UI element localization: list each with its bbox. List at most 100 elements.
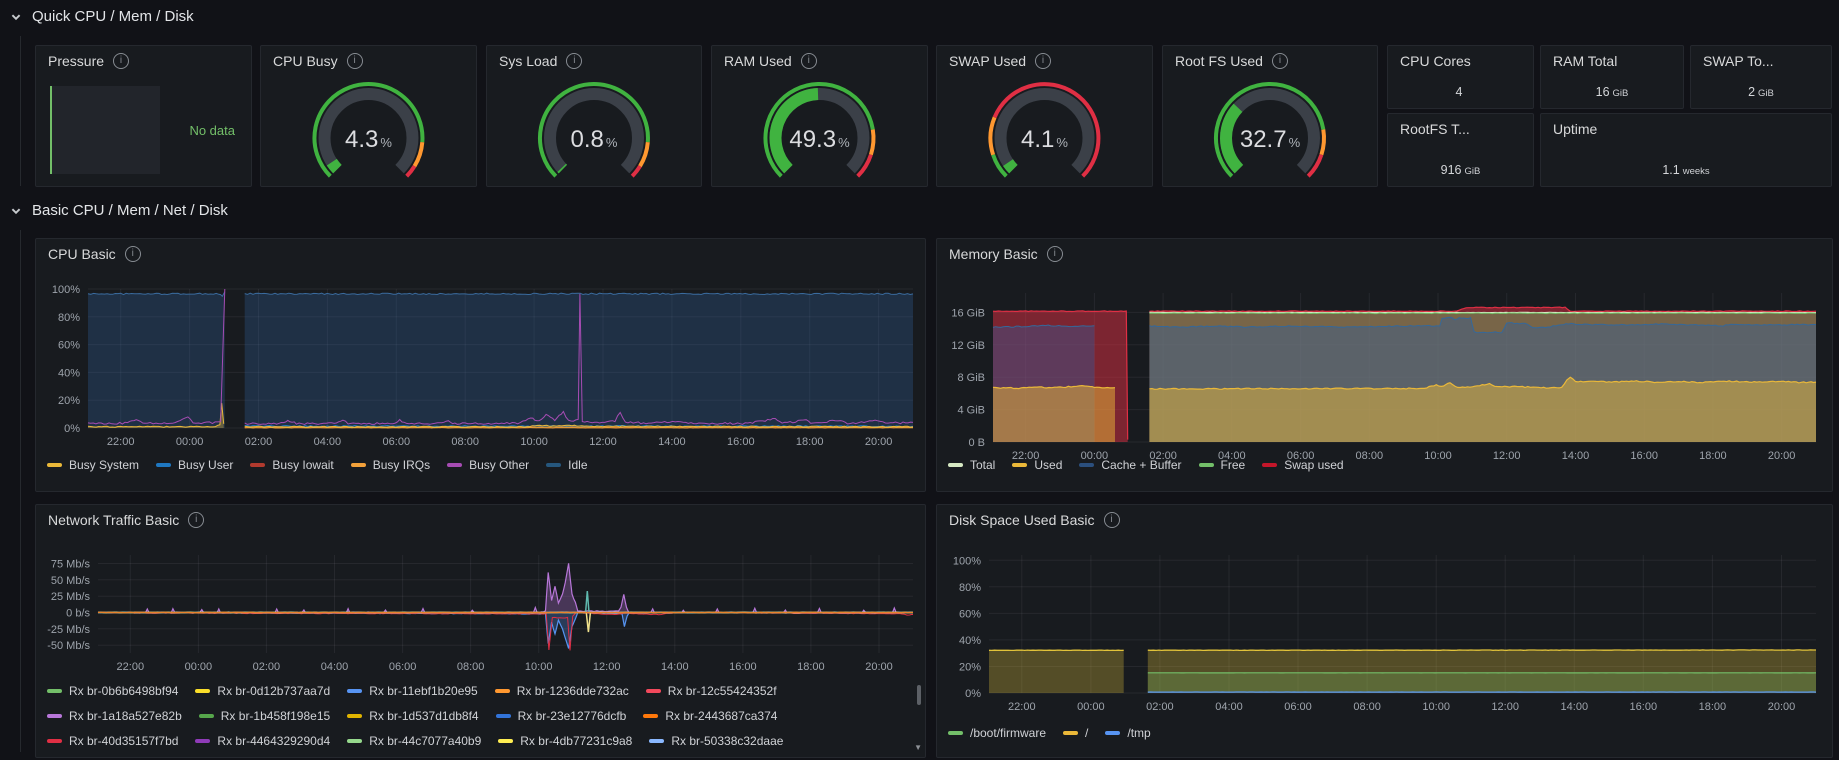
legend-label: Rx br-40d35157f7bd (69, 734, 179, 748)
y-tick-label: 100% (52, 284, 80, 296)
cpu-basic-plot[interactable]: 0% 20% 40% 60% 80% 100% 22:00 00:00 02:00 04:00 06… (36, 239, 925, 491)
legend-scroll-down-icon[interactable]: ▼ (914, 743, 922, 752)
row-guide-line (20, 36, 21, 186)
panel-title[interactable]: CPU Cores (1400, 53, 1471, 69)
legend-item[interactable]: Idle (546, 457, 588, 473)
grid (989, 555, 1816, 694)
x-tick-label: 14:00 (661, 661, 689, 673)
legend-label: Rx br-0d12b737aa7d (217, 684, 331, 698)
legend-swatch (498, 739, 514, 743)
legend-item[interactable]: /boot/firmware (948, 725, 1046, 741)
legend-swatch (948, 463, 963, 467)
legend-item[interactable]: Busy Other (447, 457, 529, 473)
x-tick-label: 18:00 (797, 661, 825, 673)
legend-item[interactable]: Busy User (156, 457, 233, 473)
gauge-value-arc (326, 158, 342, 174)
legend-item[interactable]: Swap used (1262, 457, 1344, 473)
chevron-down-icon (11, 14, 21, 20)
legend-item[interactable]: Rx br-1d537d1db8f4 (347, 708, 479, 724)
row-title: Quick CPU / Mem / Disk (32, 8, 194, 25)
panel-title[interactable]: Root FS Used (1175, 53, 1263, 69)
legend-item[interactable]: Rx br-23e12776dcfb (495, 708, 626, 724)
x-tick-label: 20:00 (865, 661, 893, 673)
info-icon[interactable]: i (1046, 246, 1063, 262)
network-traffic-basic-legend: Rx br-0b6b6498bf94 Rx br-0d12b737aa7d Rx b… (47, 683, 903, 759)
legend-item[interactable]: Rx br-1b458f198e15 (198, 708, 331, 724)
x-tick-label: 14:00 (1562, 450, 1590, 462)
legend-swatch (1198, 463, 1214, 467)
legend-item[interactable]: Cache + Buffer (1079, 457, 1182, 473)
legend-item[interactable]: Rx br-40d35157f7bd (47, 733, 178, 749)
info-icon[interactable]: i (800, 53, 817, 69)
info-icon[interactable]: i (188, 512, 205, 528)
legend-swatch (948, 731, 963, 735)
legend-item[interactable]: Rx br-0d12b737aa7d (195, 683, 330, 699)
y-tick-label: 100% (953, 555, 981, 567)
legend-item[interactable]: Busy System (47, 457, 139, 473)
legend-swatch (649, 739, 665, 743)
panel-title[interactable]: RAM Used (724, 53, 792, 69)
panel-title[interactable]: Uptime (1553, 121, 1598, 137)
legend-item[interactable]: Rx br-2443687ca374 (643, 708, 777, 724)
network-traffic-basic-svg: 75 Mb/s 50 Mb/s 25 Mb/s 0 b/s -25 Mb/s -50 Mb… (47, 555, 914, 673)
row-header-basic-cpu-mem-net-disk[interactable]: Basic CPU / Mem / Net / Disk (10, 202, 228, 219)
legend-item[interactable]: / (1063, 725, 1088, 741)
legend-item[interactable]: Used (1012, 457, 1062, 473)
legend-item[interactable]: Rx br-12c55424352f (645, 683, 777, 699)
info-icon[interactable]: i (113, 53, 130, 69)
panel-title[interactable]: Sys Load (499, 53, 558, 69)
legend-item[interactable]: Rx br-50338c32daae (649, 733, 783, 749)
panel-title[interactable]: Memory Basic (949, 246, 1038, 262)
y-tick-label: 0 b/s (66, 608, 90, 620)
legend-item[interactable]: Rx br-4db77231c9a8 (498, 733, 632, 749)
legend-item[interactable]: Rx br-1236dde732ac (494, 683, 629, 699)
legend-item[interactable]: Busy IRQs (350, 457, 430, 473)
axis-labels: 0% 20% 40% 60% 80% 100% 22:00 00:00 02:00 04:00 06… (953, 555, 1795, 713)
panel-title[interactable]: Network Traffic Basic (48, 512, 180, 528)
panel-ram-total: RAM Total 16 GiB (1540, 45, 1684, 109)
legend-item[interactable]: Rx br-0b6b6498bf94 (47, 683, 178, 699)
legend-item[interactable]: Busy Iowait (250, 457, 334, 473)
series-fill-purple-rx (98, 563, 913, 613)
panel-title[interactable]: SWAP Used (949, 53, 1027, 69)
y-tick-label: 0% (965, 688, 981, 700)
legend-swatch (347, 689, 363, 693)
legend-item[interactable]: Rx br-11ebf1b20e95 (347, 683, 478, 699)
gauge-threshold-ring (988, 116, 997, 156)
panel-title[interactable]: CPU Basic (48, 246, 116, 262)
panel-title[interactable]: SWAP To... (1703, 53, 1774, 69)
panel-title[interactable]: RootFS T... (1400, 121, 1470, 137)
info-icon[interactable]: i (124, 246, 141, 262)
gauge-track (544, 87, 644, 174)
gauge-value-text: 4.3% (345, 126, 392, 153)
legend-scrollbar[interactable] (917, 685, 921, 705)
disk-space-used-basic-plot[interactable]: 0% 20% 40% 60% 80% 100% 22:00 00:00 02:00 04:00 06… (937, 505, 1832, 757)
legend-item[interactable]: Rx br-1a18a527e82b (47, 708, 182, 724)
info-icon[interactable]: i (346, 53, 363, 69)
info-icon[interactable]: i (566, 53, 583, 69)
panel-title[interactable]: RAM Total (1553, 53, 1618, 69)
panel-title[interactable]: Disk Space Used Basic (949, 512, 1095, 528)
info-icon[interactable]: i (1271, 53, 1288, 69)
panel-title[interactable]: CPU Busy (273, 53, 338, 69)
x-tick-label: 10:00 (520, 436, 548, 448)
info-icon[interactable]: i (1103, 512, 1120, 528)
panel-title[interactable]: Pressure (48, 53, 105, 69)
info-icon[interactable]: i (1035, 53, 1052, 69)
network-traffic-basic-plot[interactable]: 75 Mb/s 50 Mb/s 25 Mb/s 0 b/s -25 Mb/s -50 Mb… (36, 505, 925, 757)
panel-swap-used: SWAP Used i 4.1% (936, 45, 1153, 187)
legend-item[interactable]: Free (1198, 457, 1245, 473)
legend-item[interactable]: Total (948, 457, 995, 473)
legend-item[interactable]: Rx br-4464329290d4 (195, 733, 330, 749)
row-header-quick-cpu-mem-disk[interactable]: Quick CPU / Mem / Disk (10, 8, 194, 25)
legend-label: Used (1034, 458, 1063, 472)
cpu-basic-legend: Busy System Busy User Busy Iowait Busy IRQs… (47, 457, 911, 473)
y-tick-label: 60% (58, 340, 80, 352)
memory-basic-plot[interactable]: 0 B 4 GiB 8 GiB 12 GiB 16 GiB 22:00 00:00 02:00… (937, 239, 1832, 491)
legend-item[interactable]: /tmp (1105, 725, 1151, 741)
legend-label: Rx br-1b458f198e15 (220, 709, 331, 723)
legend-item[interactable]: Rx br-44c7077a40b9 (347, 733, 481, 749)
gauge-value-arc (769, 88, 819, 174)
x-tick-label: 02:00 (245, 436, 273, 448)
